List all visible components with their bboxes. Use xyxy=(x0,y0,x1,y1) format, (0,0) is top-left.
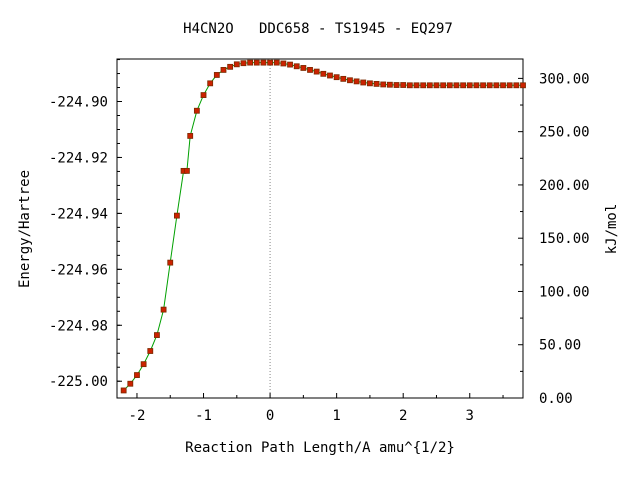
data-point xyxy=(253,59,260,66)
plot-frame xyxy=(116,58,524,399)
data-point xyxy=(273,59,280,66)
data-point xyxy=(340,75,347,82)
y-left-tick-label: -224.96 xyxy=(49,262,108,278)
y-axis-left-label: Energy/Hartree xyxy=(17,170,33,288)
y-right-tick-label: 100.00 xyxy=(539,284,590,300)
data-point xyxy=(500,82,506,89)
data-point xyxy=(393,82,400,88)
x-tick-label: -2 xyxy=(129,408,146,424)
data-point xyxy=(147,348,154,354)
x-axis: -2 -1 0 1 2 3 xyxy=(129,393,504,424)
data-point xyxy=(400,82,407,88)
data-point xyxy=(347,77,353,84)
x-axis-label: Reaction Path Length/A amu^{1/2} xyxy=(185,440,455,456)
data-point xyxy=(333,74,340,81)
y-axis-right-label: kJ/mol xyxy=(604,204,620,255)
data-point xyxy=(493,82,500,89)
data-point xyxy=(453,82,460,89)
x-tick-label: 0 xyxy=(266,408,274,424)
data-point xyxy=(473,82,480,89)
data-point xyxy=(220,67,227,73)
data-point xyxy=(293,63,300,70)
data-point xyxy=(440,82,447,89)
data-point xyxy=(353,78,360,85)
data-point xyxy=(373,80,380,87)
data-point xyxy=(460,82,466,89)
data-point xyxy=(227,63,234,70)
data-point xyxy=(160,306,167,313)
data-point xyxy=(367,80,373,87)
data-point xyxy=(313,68,320,75)
y-left-tick-label: -224.90 xyxy=(49,95,108,111)
x-tick-label: 3 xyxy=(466,408,474,424)
data-point xyxy=(207,80,214,87)
data-point xyxy=(287,61,293,68)
y-right-tick-label: 0.00 xyxy=(539,391,573,407)
data-point xyxy=(187,133,194,139)
data-point xyxy=(260,59,267,66)
chart-title: H4CN2O DDC658 - TS1945 - EQ297 xyxy=(183,21,453,37)
data-point xyxy=(127,380,134,387)
data-point xyxy=(183,167,190,174)
data-point xyxy=(300,65,307,71)
data-point xyxy=(140,361,147,368)
data-point xyxy=(513,82,520,89)
data-point xyxy=(174,212,180,219)
data-point xyxy=(446,82,453,89)
y-left-tick-label: -224.92 xyxy=(49,150,108,166)
data-point xyxy=(154,332,160,338)
data-point xyxy=(193,107,200,114)
data-point xyxy=(486,82,493,89)
data-point xyxy=(134,372,140,378)
y-right-tick-label: 250.00 xyxy=(539,125,590,141)
data-point xyxy=(213,72,220,78)
data-point xyxy=(307,67,313,73)
y-right-tick-label: 200.00 xyxy=(539,178,590,194)
data-point xyxy=(280,60,287,67)
data-point xyxy=(167,259,174,266)
data-point xyxy=(406,82,413,89)
data-point xyxy=(233,61,240,68)
energy-curve xyxy=(123,62,523,391)
data-point xyxy=(413,82,420,89)
y-axis-right: 300.00 250.00 200.00 150.00 100.00 50.00 0.00 xyxy=(518,71,590,407)
data-point xyxy=(506,82,513,89)
x-tick-label: 2 xyxy=(399,408,407,424)
data-point xyxy=(466,82,473,89)
data-point xyxy=(327,72,333,79)
data-point xyxy=(360,79,367,86)
data-point xyxy=(426,82,433,89)
data-point xyxy=(420,82,427,89)
data-point xyxy=(320,70,327,77)
y-left-tick-label: -224.98 xyxy=(49,318,108,334)
y-left-tick-label: -224.94 xyxy=(49,206,108,222)
y-right-tick-label: 150.00 xyxy=(539,231,590,247)
data-point xyxy=(520,82,526,89)
y-left-tick-label: -225.00 xyxy=(49,374,108,390)
x-tick-label: 1 xyxy=(332,408,340,424)
data-point xyxy=(433,82,440,89)
data-point xyxy=(267,59,273,66)
y-right-tick-label: 50.00 xyxy=(539,338,581,354)
y-right-tick-label: 300.00 xyxy=(539,71,590,87)
data-point xyxy=(240,60,247,67)
data-point xyxy=(120,387,127,394)
energy-series xyxy=(120,59,526,394)
x-tick-label: -1 xyxy=(195,408,212,424)
data-point xyxy=(200,92,207,98)
y-axis-left: -224.90 -224.92 -224.94 -224.96 -224.98 -225.… xyxy=(49,59,122,390)
data-point xyxy=(386,81,393,88)
data-point xyxy=(380,81,387,88)
data-point xyxy=(480,82,486,89)
data-point xyxy=(247,59,254,66)
